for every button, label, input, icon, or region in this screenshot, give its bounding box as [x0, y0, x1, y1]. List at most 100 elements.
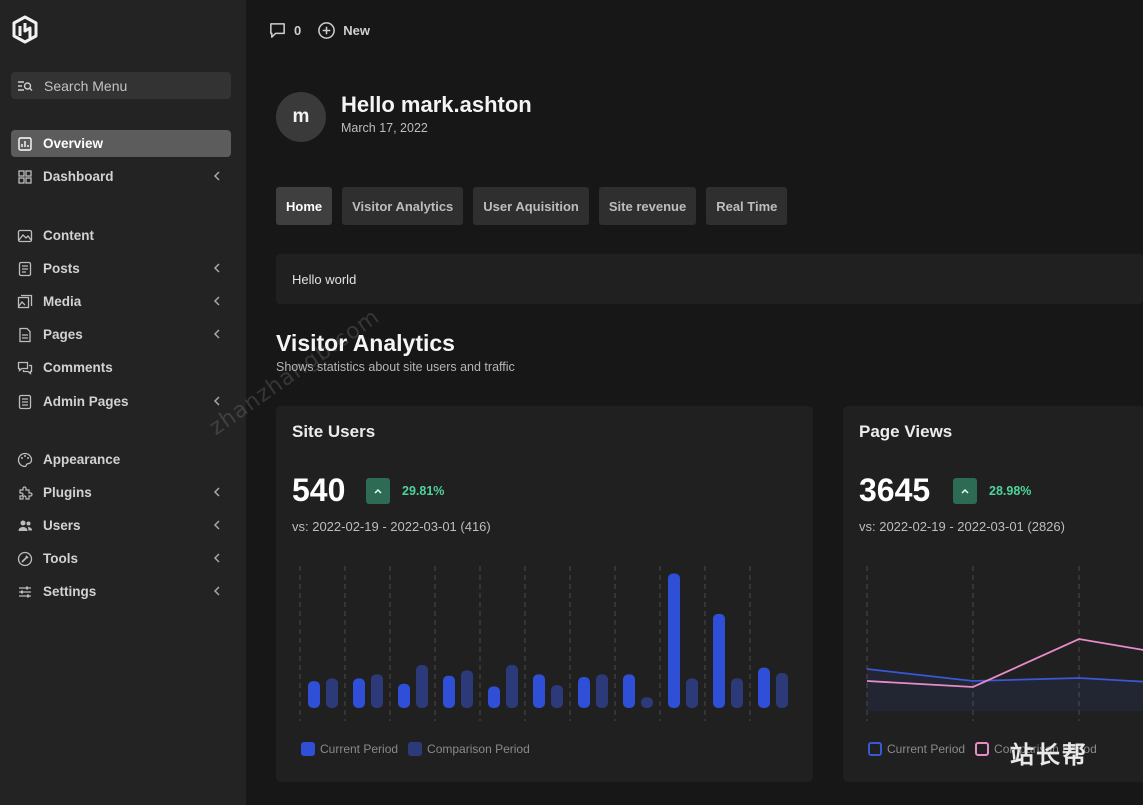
document-icon [17, 261, 33, 277]
site-users-card: Site Users 540 29.81% vs: 2022-02-19 - 2… [276, 406, 813, 782]
trend-up-badge [366, 478, 390, 504]
sidebar-item-content[interactable]: Content [11, 222, 231, 249]
watermark-corner: 站长帮 [1010, 735, 1088, 770]
legend-label-comparison: Comparison Period [427, 742, 530, 756]
bar-comparison-1[interactable] [326, 678, 338, 708]
page-views-value: 3645 [859, 472, 931, 508]
bar-current-6[interactable] [533, 674, 545, 708]
search-menu[interactable] [11, 72, 231, 99]
chevron-left-icon[interactable] [213, 329, 221, 339]
new-button[interactable]: New [317, 21, 370, 40]
bar-current-1[interactable] [308, 681, 320, 708]
bar-current-8[interactable] [623, 674, 635, 708]
sidebar-item-tools[interactable]: Tools [11, 545, 231, 572]
grid-icon [17, 169, 33, 185]
sidebar-item-label: Media [43, 294, 82, 309]
section-title: Visitor Analytics [276, 330, 455, 356]
line-current[interactable] [866, 668, 1143, 687]
bar-current-4[interactable] [443, 675, 455, 708]
tab-site-revenue[interactable]: Site revenue [598, 187, 697, 225]
sidebar-item-label: Overview [43, 136, 104, 151]
avatar[interactable]: m [276, 92, 326, 142]
chevron-left-icon[interactable] [213, 520, 221, 530]
tab-real-time[interactable]: Real Time [706, 187, 788, 225]
chevron-left-icon[interactable] [213, 263, 221, 273]
bar-comparison-4[interactable] [461, 670, 473, 708]
bar-comparison-7[interactable] [596, 674, 608, 708]
chevron-left-icon[interactable] [213, 296, 221, 306]
notice-box: Hello world [276, 254, 1143, 304]
sidebar-item-pages[interactable]: Pages [11, 321, 231, 348]
legend-comparison[interactable]: Comparison Period [975, 742, 1097, 756]
comments-button[interactable]: 0 [268, 21, 301, 40]
tab-home[interactable]: Home [276, 187, 333, 225]
bar-comparison-3[interactable] [416, 664, 428, 708]
sidebar-item-label: Comments [43, 360, 113, 375]
sidebar-item-dashboard[interactable]: Dashboard [11, 163, 231, 190]
bar-current-7[interactable] [578, 677, 590, 708]
topbar: 0 New [268, 18, 386, 42]
bar-comparison-2[interactable] [371, 674, 383, 708]
search-input[interactable] [44, 77, 214, 94]
bar-comparison-11[interactable] [776, 673, 788, 708]
logo-icon[interactable] [10, 14, 40, 44]
users-icon [17, 518, 33, 534]
bar-current-5[interactable] [488, 686, 500, 708]
new-label: New [343, 22, 370, 38]
bar-comparison-5[interactable] [506, 664, 518, 708]
sidebar-item-overview[interactable]: Overview [11, 130, 231, 157]
legend-swatch-comparison [408, 742, 423, 756]
sidebar-item-label: Settings [43, 584, 97, 599]
sidebar-item-settings[interactable]: Settings [11, 578, 231, 605]
sidebar-item-label: Content [43, 228, 94, 243]
sidebar-item-plugins[interactable]: Plugins [11, 479, 231, 506]
chevron-left-icon[interactable] [213, 396, 221, 406]
plugin-icon [17, 485, 33, 501]
legend-current[interactable]: Current Period [301, 742, 398, 756]
bar-current-2[interactable] [353, 678, 365, 708]
search-list-icon [18, 80, 33, 91]
sidebar-item-users[interactable]: Users [11, 512, 231, 539]
comparison-range: vs: 2022-02-19 - 2022-03-01 (416) [292, 519, 491, 534]
sidebar-item-comments[interactable]: Comments [11, 354, 231, 381]
page-views-change: 28.98% [989, 484, 1032, 498]
bar-current-9[interactable] [668, 573, 680, 708]
line-comparison[interactable] [866, 638, 1143, 688]
site-users-value: 540 [292, 472, 346, 508]
tab-user-aquisition[interactable]: User Aquisition [473, 187, 589, 225]
chevron-left-icon[interactable] [213, 553, 221, 563]
comments-icon [17, 360, 33, 376]
trend-up-badge [953, 478, 977, 504]
legend-comparison[interactable]: Comparison Period [408, 742, 530, 756]
sidebar-item-label: Pages [43, 327, 83, 342]
chevron-left-icon[interactable] [213, 487, 221, 497]
bar-comparison-9[interactable] [686, 678, 698, 708]
sidebar-item-posts[interactable]: Posts [11, 255, 231, 282]
chart-legend: Current Period Comparison Period [301, 742, 540, 756]
chevron-left-icon[interactable] [213, 586, 221, 596]
sidebar-item-appearance[interactable]: Appearance [11, 446, 231, 473]
bar-comparison-10[interactable] [731, 678, 743, 708]
sidebar-item-media[interactable]: Media [11, 288, 231, 315]
bar-comparison-8[interactable] [641, 697, 653, 708]
bar-current-11[interactable] [758, 667, 770, 708]
chart-icon [17, 136, 33, 152]
chevron-left-icon[interactable] [213, 171, 221, 181]
page-icon [17, 327, 33, 343]
sidebar-item-admin-pages[interactable]: Admin Pages [11, 388, 231, 415]
sidebar-item-label: Tools [43, 551, 78, 566]
plus-circle-icon [318, 21, 336, 39]
legend-current[interactable]: Current Period [868, 742, 965, 756]
bar-current-10[interactable] [713, 613, 725, 708]
bar-comparison-6[interactable] [551, 685, 563, 708]
legend-label-comparison: Comparison Period [994, 742, 1097, 756]
site-users-bar-chart [299, 566, 788, 721]
palette-icon [17, 452, 33, 468]
card-title: Page Views [859, 422, 953, 441]
sidebar-item-label: Admin Pages [43, 394, 129, 409]
tab-visitor-analytics[interactable]: Visitor Analytics [342, 187, 464, 225]
bar-current-3[interactable] [398, 683, 410, 708]
comment-icon [270, 22, 285, 38]
sidebar: Overview Dashboard Content Posts Media Pages C… [0, 0, 246, 805]
site-users-change: 29.81% [402, 484, 445, 498]
